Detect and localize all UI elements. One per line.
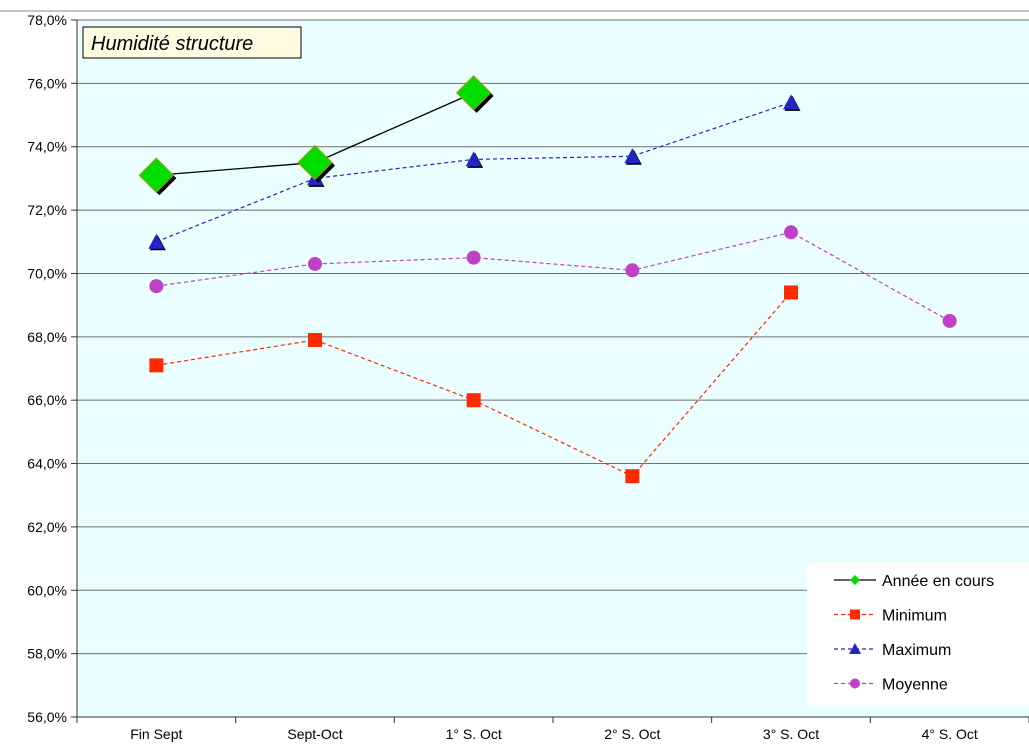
- legend-marker: [850, 678, 860, 689]
- data-marker: [942, 313, 957, 328]
- legend-marker: [849, 643, 861, 654]
- chart-title-box: Humidité structure: [82, 26, 302, 59]
- y-tick-label: 74,0%: [27, 139, 67, 155]
- data-marker: [625, 469, 640, 484]
- data-marker: [784, 225, 798, 240]
- x-axis: Fin Sept Sept-Oct 1° S. Oct 2° S. Oct 3° S. …: [76, 20, 1029, 742]
- legend-box: [807, 563, 1029, 705]
- y-axis-tick-labels: 56,0% 58,0% 60,0% 62,0% 64,0% 66,0% 68,0% 70,0%…: [27, 12, 77, 725]
- y-tick-label: 64,0%: [27, 456, 67, 472]
- y-tick-label: 76,0%: [27, 75, 67, 91]
- data-marker: [148, 233, 165, 249]
- y-tick-label: 60,0%: [27, 582, 67, 598]
- series-moyenne: [149, 225, 957, 328]
- y-tick-label: 56,0%: [27, 709, 67, 725]
- data-marker: [308, 332, 322, 347]
- series-ann-e-en-cours: [138, 75, 494, 196]
- series-minimum: [149, 285, 798, 484]
- data-marker: [624, 148, 641, 164]
- title-frame: [82, 26, 302, 59]
- y-tick-label: 66,0%: [27, 392, 67, 408]
- y-tick-label: 78,0%: [27, 12, 67, 28]
- data-marker: [625, 263, 640, 278]
- series-maximum: [148, 94, 801, 251]
- x-tick-label: 3° S. Oct: [763, 726, 819, 742]
- data-marker: [783, 94, 799, 110]
- data-marker: [465, 151, 482, 167]
- series-line: [156, 231, 950, 322]
- legend-label: Minimum: [882, 608, 947, 625]
- legend-label: Année en cours: [882, 573, 994, 590]
- y-tick-label: 58,0%: [27, 646, 67, 662]
- x-tick-label: Fin Sept: [130, 726, 182, 742]
- legend-label: Moyenne: [882, 677, 948, 694]
- y-tick-label: 68,0%: [27, 329, 67, 345]
- x-tick-label: Sept-Oct: [287, 726, 342, 742]
- chart-title: Humidité structure: [91, 33, 253, 55]
- data-marker: [297, 144, 333, 181]
- x-tick-label: 1° S. Oct: [446, 726, 502, 742]
- legend-marker: [850, 575, 860, 585]
- x-tick-label: 2° S. Oct: [604, 726, 660, 742]
- x-tick-label: 4° S. Oct: [922, 726, 978, 742]
- legend: Année en cours Minimum Maximum Moyenne: [807, 563, 1029, 705]
- data-marker: [455, 75, 492, 111]
- data-marker: [466, 250, 481, 265]
- y-tick-label: 62,0%: [27, 519, 67, 535]
- y-tick-label: 72,0%: [27, 202, 67, 218]
- data-marker: [149, 358, 164, 373]
- data-marker: [784, 285, 798, 300]
- legend-label: Maximum: [882, 642, 951, 659]
- series-layer: [138, 75, 957, 484]
- data-marker: [149, 279, 164, 294]
- y-tick-label: 70,0%: [27, 265, 67, 281]
- data-marker: [308, 256, 322, 271]
- data-marker: [138, 157, 175, 193]
- data-marker: [466, 393, 481, 408]
- legend-marker: [850, 609, 860, 620]
